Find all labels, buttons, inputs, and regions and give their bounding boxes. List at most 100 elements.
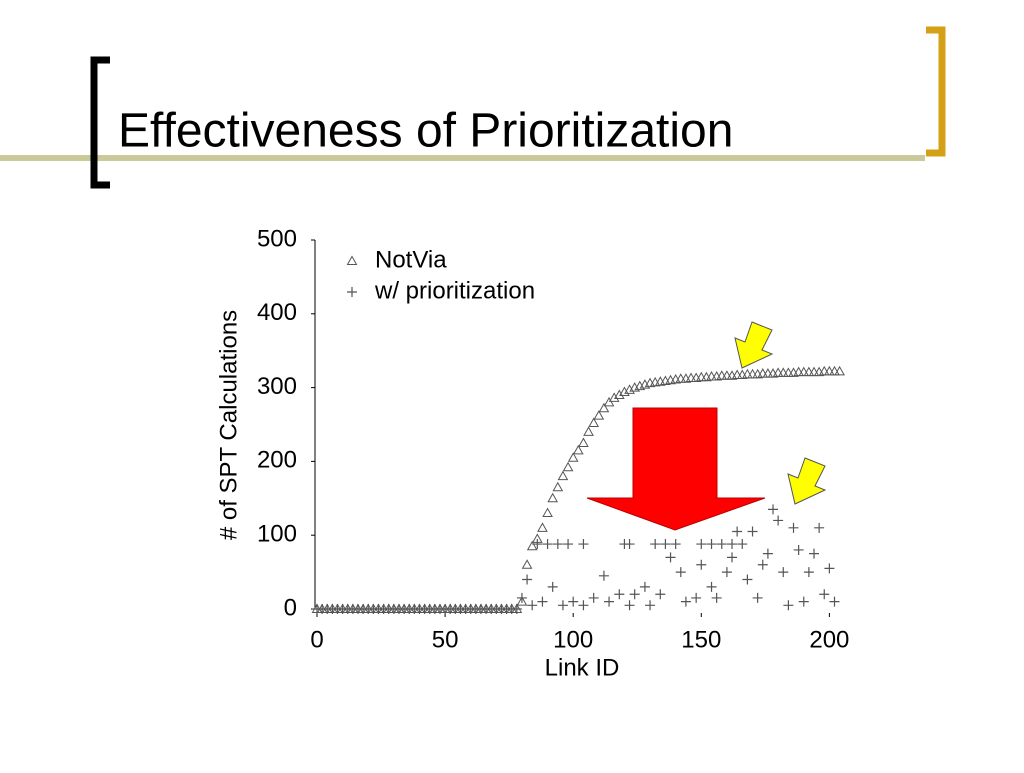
- triangle-marker: [567, 452, 579, 462]
- plus-marker: [711, 592, 722, 603]
- y-tick-label: 400: [257, 299, 297, 326]
- plus-marker: [809, 548, 820, 559]
- triangle-marker: [583, 426, 594, 436]
- legend-label: NotVia: [375, 246, 447, 273]
- big-arrow: [586, 407, 766, 531]
- triangle-marker: [808, 366, 820, 377]
- plus-marker: [716, 539, 727, 550]
- triangle-marker: [346, 255, 358, 265]
- plus-marker: [793, 544, 804, 555]
- y-tick-label: 0: [284, 594, 297, 621]
- plus-marker: [614, 589, 625, 600]
- plus-marker: [645, 600, 656, 611]
- triangle-marker: [829, 365, 840, 376]
- plus-marker: [696, 559, 707, 570]
- left-bracket: [90, 56, 110, 189]
- plus-marker: [814, 522, 825, 533]
- plus-marker: [675, 567, 686, 578]
- plus-marker: [578, 539, 589, 550]
- plus-marker: [778, 567, 789, 578]
- triangle-marker: [516, 596, 528, 606]
- x-tick-label: 150: [681, 626, 721, 653]
- triangle-marker: [552, 481, 564, 492]
- plot: 0 100 200 300 400 500 0 50 100 150 200 Link ID # of …: [215, 225, 849, 681]
- triangle-marker: [757, 368, 769, 378]
- plus-marker: [347, 287, 357, 297]
- plus-marker: [742, 574, 753, 585]
- triangle-marker: [824, 365, 835, 376]
- triangle-marker: [613, 389, 625, 399]
- triangle-marker: [747, 368, 758, 379]
- plus-marker: [680, 596, 691, 607]
- y-tick-label: 300: [257, 373, 297, 400]
- plus-marker: [706, 539, 717, 550]
- triangle-marker: [706, 371, 717, 381]
- triangle-marker: [803, 366, 815, 377]
- triangle-marker: [593, 410, 605, 420]
- triangle-marker: [721, 370, 733, 380]
- yellow-arrow: [787, 457, 827, 505]
- x-axis-label: Link ID: [545, 654, 620, 681]
- triangle-marker: [742, 368, 753, 379]
- triangle-marker: [562, 461, 574, 472]
- triangle-marker: [762, 368, 774, 378]
- plus-marker: [757, 559, 768, 570]
- triangle-marker: [731, 369, 743, 380]
- plus-marker: [819, 589, 830, 600]
- triangle-marker: [588, 417, 600, 428]
- y-axis-label: # of SPT Calculations: [215, 310, 242, 540]
- triangle-marker: [793, 366, 804, 377]
- plus-marker: [747, 526, 758, 537]
- y-tick-label: 500: [257, 225, 297, 252]
- plus-marker: [696, 539, 707, 550]
- triangle-marker: [685, 372, 697, 383]
- plus-marker: [737, 539, 748, 550]
- y-tick-label: 200: [257, 447, 297, 474]
- x-tick-label: 0: [310, 626, 323, 653]
- triangle-marker: [818, 365, 830, 376]
- triangle-marker: [624, 384, 635, 394]
- plus-marker: [803, 567, 814, 578]
- triangle-marker: [547, 492, 559, 503]
- plus-marker: [773, 515, 784, 526]
- plus-marker: [824, 563, 835, 574]
- plus-marker: [660, 539, 671, 550]
- plus-marker: [547, 581, 558, 592]
- plus-marker: [788, 522, 799, 533]
- plus-marker: [798, 596, 809, 607]
- triangle-marker: [619, 386, 630, 397]
- plus-marker: [721, 567, 732, 578]
- plus-marker: [670, 539, 681, 550]
- triangle-marker: [675, 373, 687, 383]
- plus-marker: [516, 592, 527, 603]
- plus-marker: [624, 539, 635, 550]
- x-tick-label: 50: [432, 626, 459, 653]
- triangle-marker: [608, 392, 620, 402]
- plus-marker: [588, 592, 599, 603]
- triangle-marker: [777, 367, 789, 377]
- triangle-marker: [537, 522, 548, 532]
- triangle-marker: [598, 402, 610, 413]
- plus-marker: [527, 600, 538, 611]
- plus-marker: [783, 600, 794, 611]
- triangle-marker: [716, 370, 728, 380]
- plus-marker: [537, 596, 548, 607]
- triangle-marker: [521, 559, 533, 569]
- plus-marker: [604, 596, 615, 607]
- plus-marker: [655, 589, 666, 600]
- plus-marker: [650, 539, 661, 550]
- yellow-arrow: [734, 321, 774, 369]
- plus-marker: [563, 539, 574, 550]
- triangle-marker: [572, 444, 584, 455]
- right-bracket: [926, 26, 946, 157]
- plus-marker: [752, 592, 763, 603]
- plus-marker: [762, 548, 773, 559]
- plus-marker: [639, 581, 650, 592]
- plus-marker: [665, 552, 676, 563]
- x-tick-label: 100: [553, 626, 593, 653]
- legend-label: w/ prioritization: [374, 277, 535, 304]
- plus-marker: [732, 526, 743, 537]
- triangle-marker: [578, 437, 589, 447]
- plus-marker: [706, 581, 717, 592]
